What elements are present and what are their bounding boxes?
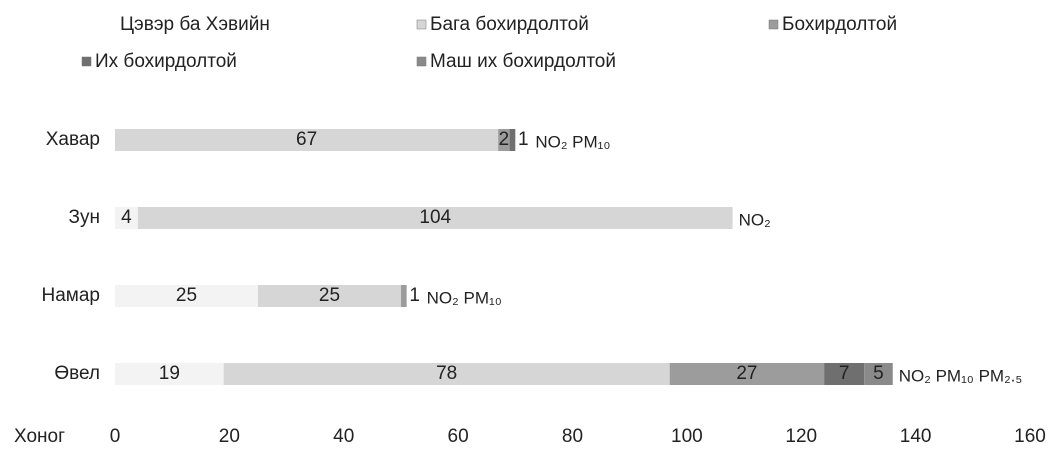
bar-segment: [115, 285, 258, 307]
bar-segment: [509, 129, 516, 151]
annotation: NO₂ PM₁₀: [427, 288, 502, 307]
legend-label: Цэвэр ба Хэвийн: [120, 14, 270, 35]
x-tick-label: 120: [785, 426, 817, 447]
bar-segment: [257, 285, 401, 307]
data-label: 7: [839, 363, 850, 384]
annotation: NO₂: [739, 210, 771, 229]
y-tick-label: Зун: [69, 207, 100, 228]
data-label: 5: [873, 363, 884, 384]
x-tick-label: 140: [900, 426, 932, 447]
bar-segment: [115, 363, 224, 385]
bar-segment: [137, 207, 733, 229]
y-tick-label: Намар: [42, 285, 100, 306]
annotation: NO₂ PM₁₀: [535, 132, 610, 151]
bar-segment: [400, 285, 407, 307]
bar-segment: [864, 363, 893, 385]
bar-segment: [115, 129, 499, 151]
data-label: 1: [518, 129, 529, 150]
data-label: 27: [736, 363, 757, 384]
x-tick-label: 100: [671, 426, 703, 447]
x-tick-label: 40: [333, 426, 354, 447]
bar-segment: [824, 363, 865, 385]
bar-segment: [498, 129, 510, 151]
data-label: 4: [121, 207, 132, 228]
annotation: NO₂ PM₁₀ PM₂.₅: [899, 366, 1023, 385]
y-tick-label: Өвел: [54, 363, 100, 384]
bar-segment: [223, 363, 670, 385]
bar-segment: [669, 363, 825, 385]
bar-segment: [115, 207, 138, 229]
x-tick-label: 0: [110, 426, 121, 447]
data-label: 25: [319, 285, 340, 306]
x-tick-label: 160: [1014, 426, 1046, 447]
legend-swatch: [81, 56, 92, 67]
x-axis-label: Хоног: [14, 426, 65, 447]
y-tick-label: Хавар: [46, 129, 100, 150]
data-label: 2: [499, 129, 510, 150]
legend-swatch: [768, 19, 779, 30]
legend-swatch: [416, 19, 427, 30]
legend-label: Бага бохирдолтой: [430, 14, 589, 35]
data-label: 1: [409, 285, 420, 306]
data-label: 25: [176, 285, 197, 306]
legend-label: Маш их бохирдолтой: [430, 51, 616, 72]
legend-label: Их бохирдолтой: [95, 51, 237, 72]
data-label: 67: [296, 129, 317, 150]
data-label: 104: [419, 207, 451, 228]
x-tick-label: 60: [448, 426, 469, 447]
data-label: 78: [436, 363, 457, 384]
legend-label: Бохирдолтой: [782, 14, 897, 35]
x-tick-label: 20: [219, 426, 240, 447]
data-label: 19: [159, 363, 180, 384]
legend-swatch: [416, 56, 427, 67]
x-tick-label: 80: [562, 426, 583, 447]
